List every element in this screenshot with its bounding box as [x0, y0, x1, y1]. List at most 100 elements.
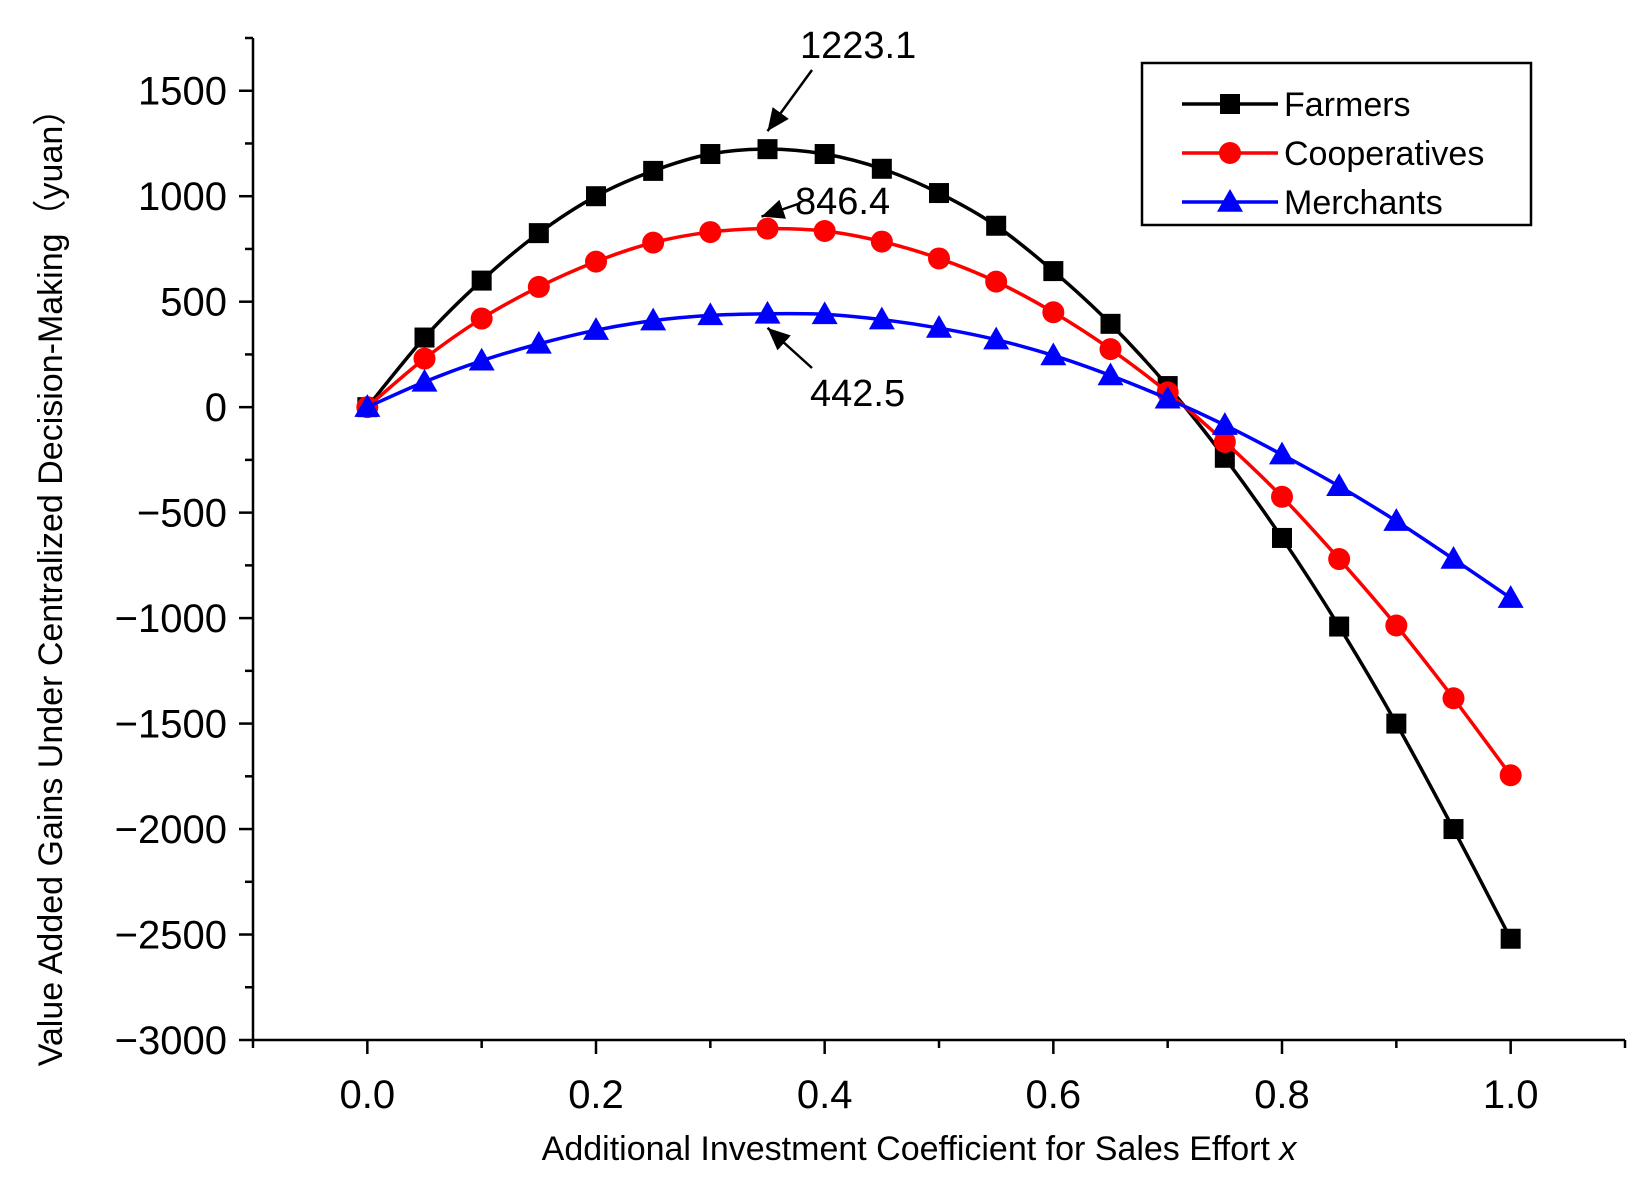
data-point-merchants — [640, 307, 667, 331]
data-point-cooperatives — [1385, 614, 1408, 637]
data-point-farmers — [586, 186, 606, 207]
data-point-merchants — [1326, 473, 1353, 497]
y-tick-label: −3000 — [115, 1019, 227, 1063]
x-axis-label-text: Additional Investment Coefficient for Sa… — [542, 1130, 1280, 1168]
data-point-farmers — [986, 215, 1007, 236]
data-point-farmers — [1272, 527, 1292, 548]
y-tick-label: 500 — [160, 281, 227, 325]
legend: Farmers Cooperatives Merchants — [1140, 61, 1533, 227]
data-point-cooperatives — [870, 230, 893, 253]
x-axis-label-variable: x — [1277, 1130, 1297, 1168]
data-point-merchants — [868, 306, 895, 330]
data-point-farmers — [757, 139, 778, 160]
y-tick-label: 1000 — [138, 175, 227, 219]
data-point-cooperatives — [527, 275, 550, 298]
data-point-cooperatives — [642, 231, 665, 254]
data-point-farmers — [1386, 713, 1407, 734]
legend-item-cooperatives: Cooperatives — [1182, 135, 1484, 173]
data-point-merchants — [1097, 362, 1124, 386]
data-point-merchants — [468, 347, 495, 371]
data-point-cooperatives — [413, 347, 436, 370]
y-tick-label: −2500 — [115, 914, 227, 958]
series-line-cooperatives — [366, 226, 1513, 777]
legend-marker — [1217, 189, 1243, 212]
data-point-merchants — [811, 301, 838, 325]
legend-item-farmers: Farmers — [1182, 86, 1411, 124]
y-tick-label: −2000 — [115, 808, 227, 852]
data-point-farmers — [1500, 928, 1521, 949]
data-point-cooperatives — [699, 221, 722, 244]
annotation-arrow — [766, 326, 813, 369]
series-merchants — [354, 300, 1524, 608]
data-point-cooperatives — [1328, 548, 1351, 571]
data-point-farmers — [700, 144, 721, 165]
legend-label: Merchants — [1284, 184, 1443, 222]
data-point-merchants — [1269, 441, 1295, 465]
data-point-merchants — [697, 302, 724, 326]
data-point-farmers — [414, 327, 435, 348]
data-point-farmers — [528, 223, 549, 244]
y-tick-label: −500 — [137, 492, 227, 536]
data-point-cooperatives — [756, 217, 779, 240]
annotation-arrow — [761, 199, 799, 219]
annotation-label: 442.5 — [810, 373, 905, 415]
data-point-cooperatives — [1042, 301, 1065, 324]
data-point-cooperatives — [585, 250, 607, 273]
data-point-farmers — [1329, 616, 1350, 637]
annotation-label: 846.4 — [795, 181, 890, 223]
legend-marker — [1220, 94, 1240, 114]
data-point-cooperatives — [985, 270, 1008, 293]
data-point-merchants — [525, 330, 552, 354]
series-layer — [354, 139, 1524, 949]
data-point-merchants — [983, 326, 1010, 350]
data-point-merchants — [1211, 412, 1238, 435]
data-point-merchants — [1040, 342, 1067, 366]
data-point-farmers — [871, 158, 892, 179]
data-point-merchants — [1154, 385, 1181, 409]
x-axis-label: Additional Investment Coefficient for Sa… — [542, 1130, 1298, 1168]
x-tick-label: 0.2 — [568, 1073, 624, 1117]
data-point-merchants — [1440, 546, 1467, 569]
data-point-cooperatives — [813, 220, 836, 243]
data-point-farmers — [1443, 819, 1464, 840]
data-point-merchants — [1497, 585, 1524, 608]
annotation-arrow — [766, 69, 814, 132]
data-point-cooperatives — [1442, 687, 1465, 710]
data-point-cooperatives — [1099, 338, 1122, 361]
x-tick-label: 0.4 — [797, 1073, 853, 1117]
y-tick-label: 1500 — [138, 70, 227, 114]
annotations: 1223.1 846.4 442.5 — [761, 25, 916, 415]
y-tick-label: 0 — [205, 386, 227, 430]
data-point-merchants — [926, 315, 952, 338]
x-tick-label: 0.0 — [340, 1073, 396, 1117]
data-point-farmers — [1214, 447, 1235, 468]
x-tick-label: 1.0 — [1483, 1073, 1539, 1117]
y-axis-label: Value Added Gains Under Centralized Deci… — [32, 92, 70, 1067]
y-tick-label: −1000 — [115, 597, 227, 641]
data-point-merchants — [754, 300, 781, 324]
data-point-merchants — [583, 317, 609, 340]
data-point-cooperatives — [470, 307, 493, 330]
data-point-cooperatives — [1213, 430, 1236, 453]
legend-label: Cooperatives — [1284, 135, 1484, 173]
data-point-farmers — [814, 144, 835, 165]
x-tick-label: 0.8 — [1254, 1073, 1310, 1117]
legend-box — [1140, 61, 1533, 227]
data-point-farmers — [1043, 261, 1064, 282]
legend-item-merchants: Merchants — [1182, 184, 1443, 222]
data-point-cooperatives — [1499, 764, 1522, 787]
annotation-label: 1223.1 — [800, 25, 916, 67]
data-point-merchants — [411, 368, 438, 392]
legend-marker — [1219, 142, 1241, 164]
data-point-farmers — [471, 270, 492, 291]
data-point-merchants — [354, 394, 381, 417]
data-point-farmers — [1100, 313, 1121, 334]
series-cooperatives — [356, 217, 1522, 787]
legend-label: Farmers — [1284, 86, 1411, 124]
data-point-farmers — [929, 183, 949, 204]
x-tick-label: 0.6 — [1026, 1073, 1082, 1117]
data-point-farmers — [643, 160, 664, 181]
data-point-merchants — [1383, 508, 1410, 531]
y-tick-label: −1500 — [115, 703, 227, 747]
data-point-cooperatives — [1271, 485, 1293, 508]
